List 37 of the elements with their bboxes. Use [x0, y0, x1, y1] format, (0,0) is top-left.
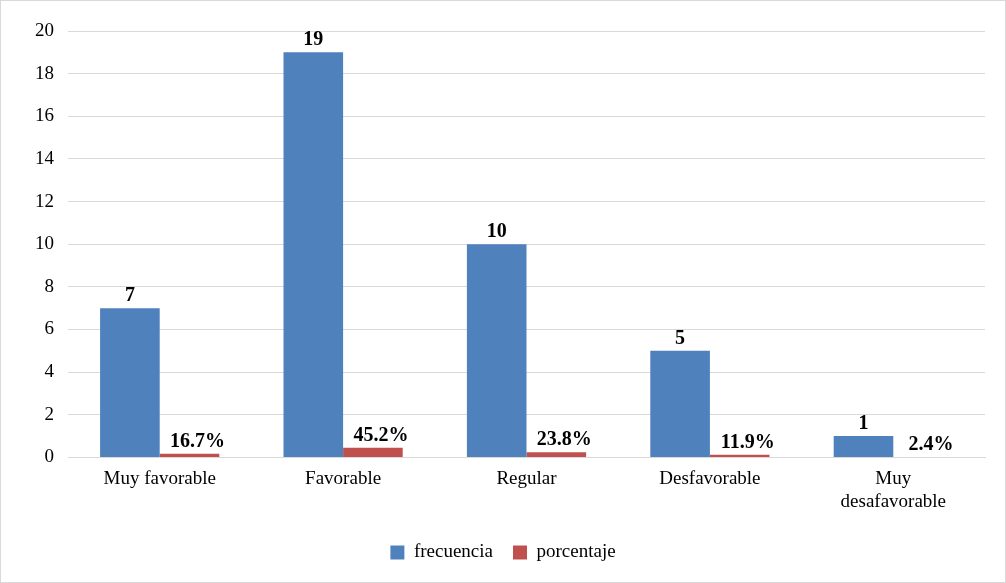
data-label: 23.8%	[536, 427, 592, 450]
bar	[466, 244, 527, 457]
y-tick-label: 12	[35, 189, 54, 211]
data-label: 1	[858, 411, 869, 434]
y-tick-label: 14	[35, 146, 55, 168]
y-tick-label: 18	[35, 61, 54, 83]
bar	[833, 436, 894, 457]
data-label: 16.7%	[170, 429, 225, 452]
y-tick-label: 16	[35, 104, 54, 126]
data-label: 19	[303, 27, 324, 50]
x-tick-label: Muy desafavorable	[840, 466, 947, 511]
y-tick-label: 4	[44, 360, 55, 382]
data-label: 5	[675, 325, 686, 348]
bar	[526, 452, 587, 457]
y-tick-label: 20	[35, 18, 54, 40]
data-label: 45.2%	[353, 422, 409, 445]
y-tick-label: 8	[44, 274, 54, 296]
data-label: 10	[486, 219, 507, 242]
bar	[650, 350, 710, 457]
data-label: 2.4%	[908, 432, 954, 455]
y-tick-label: 0	[44, 445, 54, 467]
x-tick-label: Desfavorable	[659, 466, 761, 488]
y-tick-label: 2	[44, 402, 54, 424]
y-tick-label: 6	[44, 317, 54, 339]
bar	[159, 453, 220, 457]
bar	[343, 447, 403, 457]
x-tick-label: Muy favorable	[103, 466, 216, 488]
legend-label: frecuencia	[413, 540, 494, 562]
data-label: 11.9%	[720, 430, 775, 453]
bar	[100, 308, 160, 457]
x-tick-label: Favorable	[305, 466, 382, 488]
legend-label: porcentaje	[536, 540, 616, 562]
x-tick-label: Regular	[496, 466, 558, 488]
bar	[709, 454, 770, 457]
data-label: 7	[124, 283, 135, 306]
y-tick-label: 10	[35, 232, 54, 254]
bar	[283, 52, 344, 457]
